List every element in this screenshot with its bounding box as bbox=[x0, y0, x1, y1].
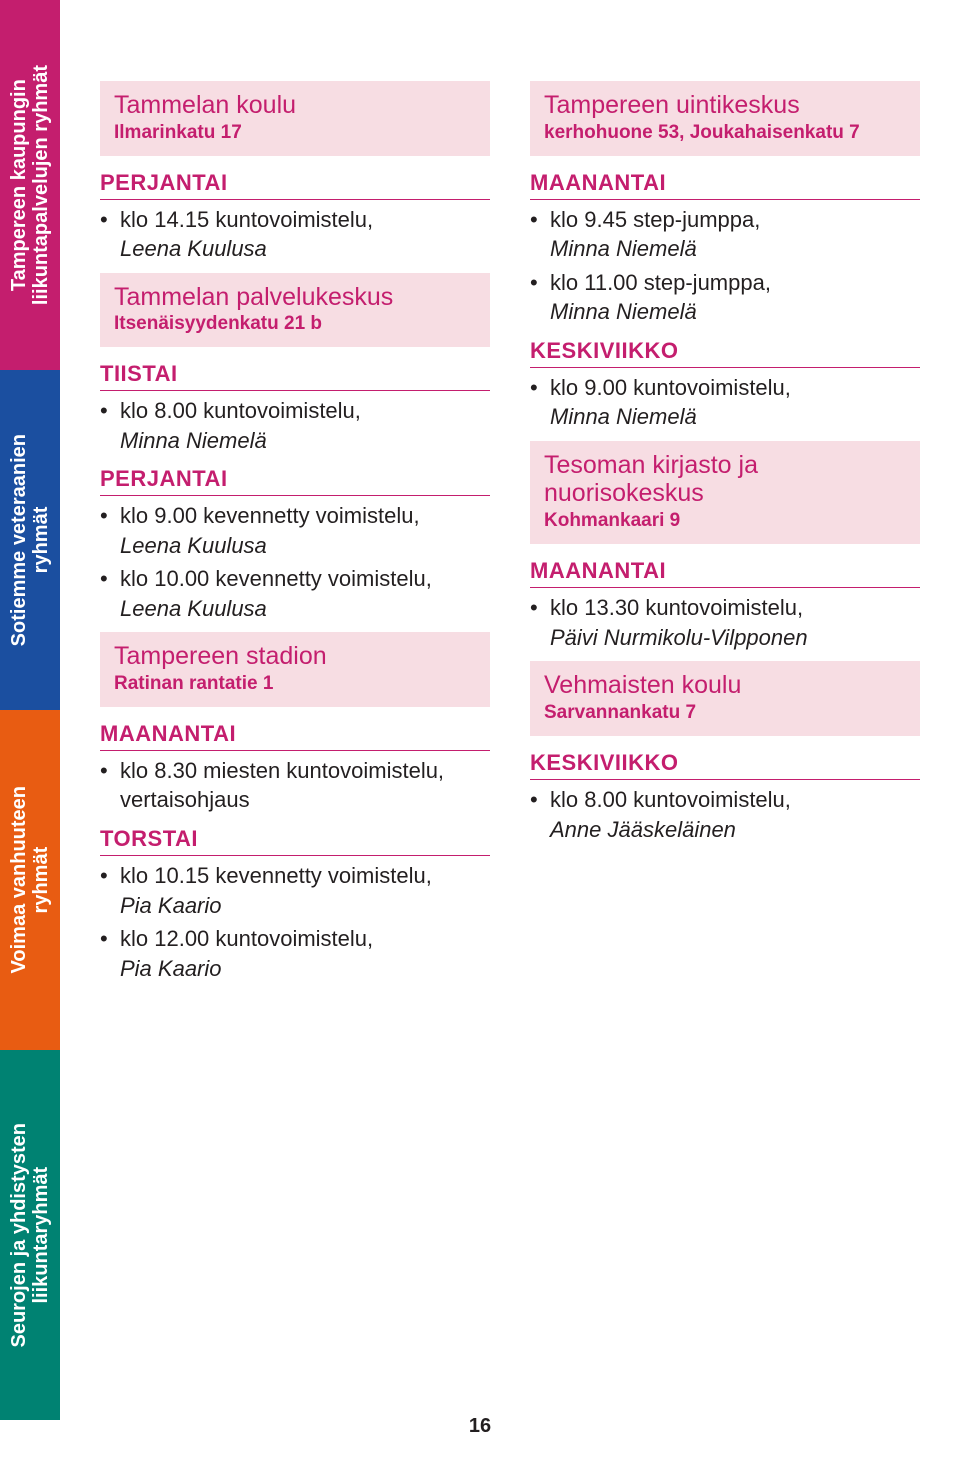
schedule-list: klo 14.15 kuntovoimistelu,Leena Kuulusa bbox=[100, 206, 490, 263]
day-heading: MAANANTAI bbox=[530, 558, 920, 588]
venue-address: Ilmarinkatu 17 bbox=[114, 122, 476, 144]
tab-label: Seurojen ja yhdistysten liikuntaryhmät bbox=[8, 1123, 52, 1348]
tab-kaupungin: Tampereen kaupungin liikuntapalvelujen r… bbox=[0, 0, 60, 370]
schedule-item: klo 9.45 step-jumppa, bbox=[530, 206, 920, 235]
right-column: Tampereen uintikeskuskerhohuone 53, Jouk… bbox=[530, 75, 920, 992]
venue-name: Tampereen stadion bbox=[114, 642, 476, 671]
instructor-name: Leena Kuulusa bbox=[100, 596, 490, 622]
venue-address: kerhohuone 53, Joukahaisenkatu 7 bbox=[544, 122, 906, 144]
day-heading: TORSTAI bbox=[100, 826, 490, 856]
day-heading: TIISTAI bbox=[100, 361, 490, 391]
venue-name: Tesoman kirjasto ja nuorisokeskus bbox=[544, 451, 906, 509]
schedule-list: klo 13.30 kuntovoimistelu,Päivi Nurmikol… bbox=[530, 594, 920, 651]
instructor-name: Minna Niemelä bbox=[530, 404, 920, 430]
schedule-list: klo 8.00 kuntovoimistelu,Anne Jääskeläin… bbox=[530, 786, 920, 843]
day-heading: MAANANTAI bbox=[530, 170, 920, 200]
schedule-item: klo 12.00 kuntovoimistelu, bbox=[100, 925, 490, 954]
schedule-list: klo 10.15 kevennetty voimistelu,Pia Kaar… bbox=[100, 862, 490, 982]
schedule-item: klo 10.00 kevennetty voimistelu, bbox=[100, 565, 490, 594]
schedule-item: klo 13.30 kuntovoimistelu, bbox=[530, 594, 920, 623]
tab-seurojen: Seurojen ja yhdistysten liikuntaryhmät bbox=[0, 1050, 60, 1420]
instructor-name: Pia Kaario bbox=[100, 893, 490, 919]
day-heading: KESKIVIIKKO bbox=[530, 750, 920, 780]
schedule-item: klo 11.00 step-jumppa, bbox=[530, 269, 920, 298]
tab-label: Tampereen kaupungin liikuntapalvelujen r… bbox=[8, 65, 52, 305]
instructor-name: Leena Kuulusa bbox=[100, 533, 490, 559]
instructor-name: Päivi Nurmikolu-Vilpponen bbox=[530, 625, 920, 651]
instructor-name: Minna Niemelä bbox=[530, 236, 920, 262]
instructor-name: Minna Niemelä bbox=[530, 299, 920, 325]
instructor-name: Anne Jääskeläinen bbox=[530, 817, 920, 843]
schedule-list: klo 9.00 kuntovoimistelu,Minna Niemelä bbox=[530, 374, 920, 431]
venue-header: Tampereen uintikeskuskerhohuone 53, Jouk… bbox=[530, 81, 920, 156]
venue-header: Vehmaisten kouluSarvannankatu 7 bbox=[530, 661, 920, 736]
venue-address: Ratinan rantatie 1 bbox=[114, 673, 476, 695]
venue-header: Tammelan palvelukeskusItsenäisyydenkatu … bbox=[100, 273, 490, 348]
instructor-name: Leena Kuulusa bbox=[100, 236, 490, 262]
page: Tampereen kaupungin liikuntapalvelujen r… bbox=[0, 0, 960, 1458]
schedule-list: klo 9.45 step-jumppa,Minna Niemeläklo 11… bbox=[530, 206, 920, 326]
venue-header: Tampereen stadionRatinan rantatie 1 bbox=[100, 632, 490, 707]
tab-voimaa: Voimaa vanhuuteen ryhmät bbox=[0, 710, 60, 1050]
schedule-item: klo 8.30 miesten kuntovoimistelu, vertai… bbox=[100, 757, 490, 814]
instructor-name: Minna Niemelä bbox=[100, 428, 490, 454]
day-heading: MAANANTAI bbox=[100, 721, 490, 751]
venue-address: Sarvannankatu 7 bbox=[544, 702, 906, 724]
side-tabs: Tampereen kaupungin liikuntapalvelujen r… bbox=[0, 0, 60, 1458]
schedule-item: klo 9.00 kevennetty voimistelu, bbox=[100, 502, 490, 531]
tab-label: Sotiemme veteraanien ryhmät bbox=[8, 434, 52, 646]
venue-header: Tammelan kouluIlmarinkatu 17 bbox=[100, 81, 490, 156]
venue-name: Vehmaisten koulu bbox=[544, 671, 906, 700]
schedule-item: klo 14.15 kuntovoimistelu, bbox=[100, 206, 490, 235]
instructor-name: Pia Kaario bbox=[100, 956, 490, 982]
venue-name: Tampereen uintikeskus bbox=[544, 91, 906, 120]
schedule-item: klo 8.00 kuntovoimistelu, bbox=[530, 786, 920, 815]
schedule-item: klo 8.00 kuntovoimistelu, bbox=[100, 397, 490, 426]
page-number: 16 bbox=[0, 1415, 960, 1438]
content-columns: Tammelan kouluIlmarinkatu 17 PERJANTAI klo… bbox=[100, 75, 920, 992]
schedule-list: klo 8.30 miesten kuntovoimistelu, vertai… bbox=[100, 757, 490, 814]
schedule-item: klo 10.15 kevennetty voimistelu, bbox=[100, 862, 490, 891]
day-heading: PERJANTAI bbox=[100, 170, 490, 200]
day-heading: KESKIVIIKKO bbox=[530, 338, 920, 368]
tab-veteraanien: Sotiemme veteraanien ryhmät bbox=[0, 370, 60, 710]
venue-name: Tammelan koulu bbox=[114, 91, 476, 120]
tab-label: Voimaa vanhuuteen ryhmät bbox=[8, 786, 52, 973]
schedule-item: klo 9.00 kuntovoimistelu, bbox=[530, 374, 920, 403]
venue-header: Tesoman kirjasto ja nuorisokeskusKohmank… bbox=[530, 441, 920, 545]
schedule-list: klo 9.00 kevennetty voimistelu,Leena Kuu… bbox=[100, 502, 490, 622]
venue-address: Itsenäisyydenkatu 21 b bbox=[114, 313, 476, 335]
left-column: Tammelan kouluIlmarinkatu 17 PERJANTAI klo… bbox=[100, 75, 490, 992]
schedule-list: klo 8.00 kuntovoimistelu,Minna Niemelä bbox=[100, 397, 490, 454]
venue-name: Tammelan palvelukeskus bbox=[114, 283, 476, 312]
venue-address: Kohmankaari 9 bbox=[544, 510, 906, 532]
day-heading: PERJANTAI bbox=[100, 466, 490, 496]
